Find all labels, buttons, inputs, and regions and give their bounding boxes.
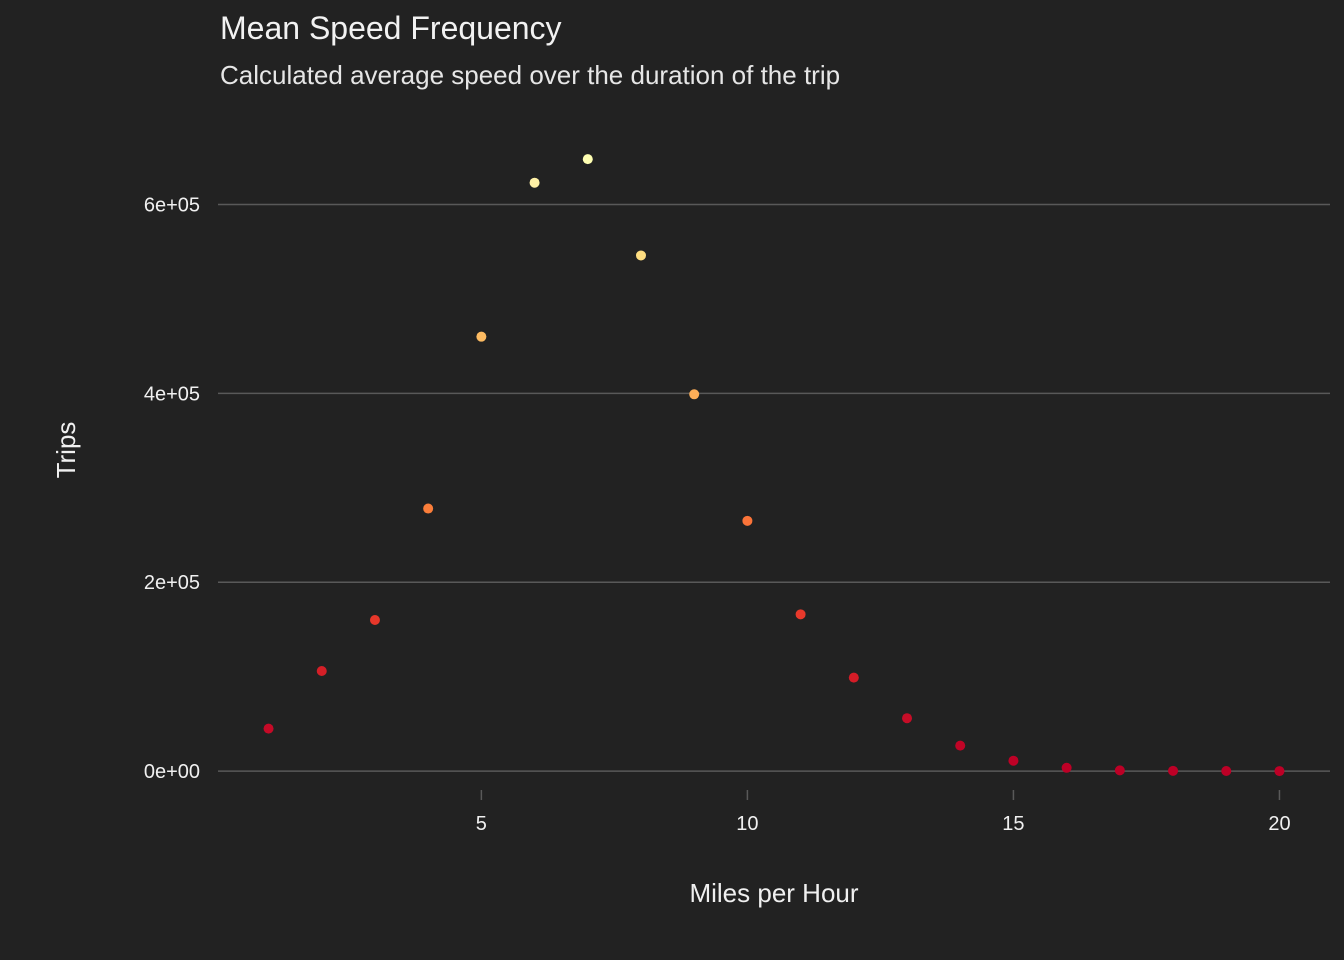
data-point — [529, 177, 540, 188]
data-point — [1168, 765, 1179, 776]
y-tick-label: 4e+05 — [144, 383, 200, 405]
data-point — [635, 250, 646, 261]
data-point — [795, 609, 806, 620]
data-point — [582, 154, 593, 165]
data-point — [1061, 762, 1072, 773]
data-point — [689, 389, 700, 400]
grid-lines — [218, 203, 1330, 772]
data-point — [316, 666, 327, 676]
data-point — [1221, 766, 1232, 777]
x-tick-label: 10 — [736, 813, 758, 835]
y-tick-label: 0e+00 — [144, 761, 200, 783]
chart-subtitle: Calculated average speed over the durati… — [220, 60, 841, 90]
data-point — [423, 503, 434, 514]
data-point — [742, 515, 753, 526]
data-points — [263, 154, 1285, 777]
y-tick-label: 2e+05 — [144, 572, 200, 594]
x-tick-label: 20 — [1268, 813, 1290, 835]
x-axis-ticks: 5 10 15 20 — [476, 790, 1291, 835]
data-point — [369, 615, 380, 625]
data-point — [1008, 755, 1019, 766]
y-axis-ticks: 0e+00 2e+05 4e+05 6e+05 — [144, 194, 200, 783]
data-point — [1114, 765, 1125, 776]
x-axis-title: Miles per Hour — [689, 878, 858, 908]
x-tick-label: 5 — [476, 813, 487, 835]
data-point — [848, 672, 859, 683]
data-point — [955, 740, 966, 751]
data-point — [1274, 766, 1285, 777]
y-tick-label: 6e+05 — [144, 194, 200, 216]
data-point — [263, 723, 274, 734]
x-tick-label: 15 — [1002, 813, 1024, 835]
chart-title: Mean Speed Frequency — [220, 10, 562, 46]
data-point — [902, 713, 913, 724]
y-axis-title: Trips — [51, 422, 81, 479]
data-point — [476, 331, 487, 342]
